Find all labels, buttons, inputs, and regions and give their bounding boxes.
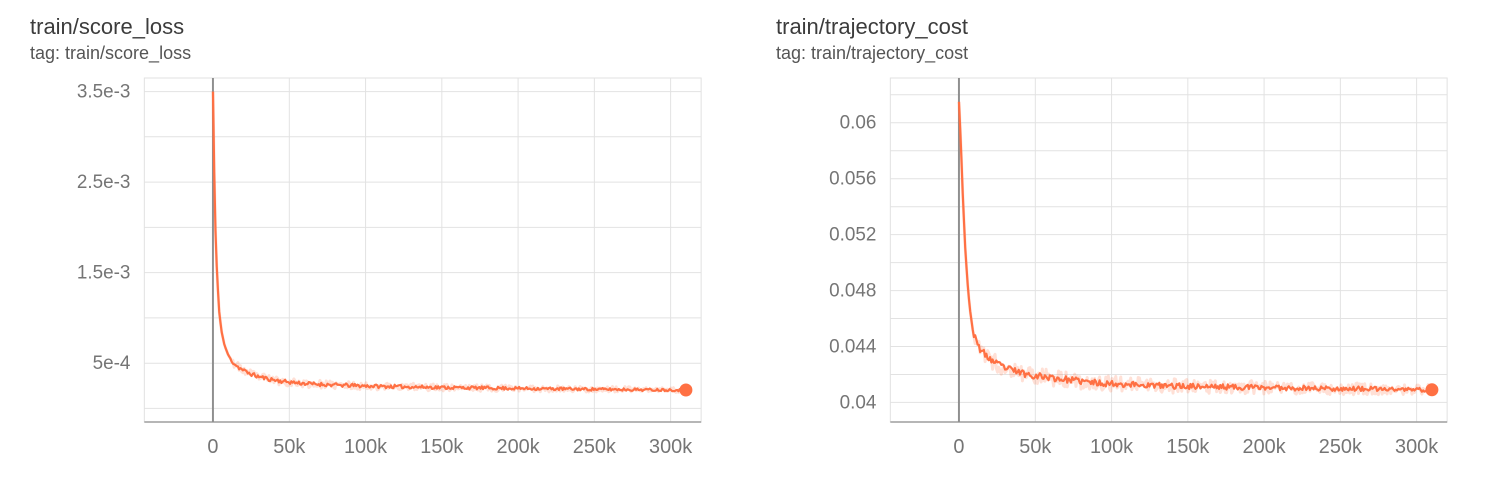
y-tick-label: 0.056 <box>829 169 876 190</box>
plot-border <box>143 77 702 423</box>
x-tick-label: 250k <box>1319 436 1362 458</box>
x-tick-label: 200k <box>497 436 540 458</box>
y-tick-label: 0.048 <box>829 281 876 302</box>
y-tick-label: 0.052 <box>829 225 876 246</box>
x-tick-label: 50k <box>273 436 305 458</box>
x-tick-label: 100k <box>1090 436 1133 458</box>
x-tick-label: 250k <box>573 436 616 458</box>
chart-title-trajectory-cost: train/trajectory_cost <box>776 14 968 39</box>
series-line <box>211 91 686 393</box>
series-halo <box>957 102 1433 397</box>
x-tick-label: 50k <box>1019 436 1051 458</box>
y-tick-label: 2.5e-3 <box>77 172 131 193</box>
x-tick-label: 300k <box>649 436 692 458</box>
y-tick-label: 0.04 <box>840 393 877 414</box>
chart-card-score-loss: train/score_loss tag: train/score_loss 5… <box>30 14 726 470</box>
series-end-marker <box>1425 383 1439 397</box>
y-tick-label: 1.5e-3 <box>77 263 131 284</box>
y-tick-label: 0.06 <box>840 113 877 134</box>
line-chart-trajectory-cost[interactable]: 0.04 0.044 0.048 0.052 0.056 0.06 0 50k 100k 150k… <box>776 70 1472 470</box>
y-tick-label: 5e-4 <box>93 354 131 375</box>
series-halo <box>211 91 687 395</box>
y-tick-label: 0.044 <box>829 337 876 358</box>
series-line <box>957 102 1433 394</box>
series-end-marker <box>679 383 693 397</box>
plot-border <box>889 77 1448 423</box>
chart-card-trajectory-cost: train/trajectory_cost tag: train/traject… <box>746 0 1492 498</box>
x-tick-label: 150k <box>420 436 463 458</box>
x-tick-label: 0 <box>953 436 964 458</box>
x-tick-label: 0 <box>207 436 218 458</box>
chart-tag-score-loss: tag: train/score_loss <box>30 43 192 64</box>
line-chart-score-loss[interactable]: 5e-4 1.5e-3 2.5e-3 3.5e-3 0 50k 100k 150k 200k 25… <box>30 70 726 470</box>
x-tick-label: 200k <box>1243 436 1286 458</box>
x-tick-label: 300k <box>1395 436 1438 458</box>
x-tick-label: 150k <box>1166 436 1209 458</box>
chart-tag-trajectory-cost: tag: train/trajectory_cost <box>776 43 969 64</box>
chart-title-score-loss: train/score_loss <box>30 14 185 39</box>
y-tick-label: 3.5e-3 <box>77 82 131 103</box>
x-tick-label: 100k <box>344 436 387 458</box>
